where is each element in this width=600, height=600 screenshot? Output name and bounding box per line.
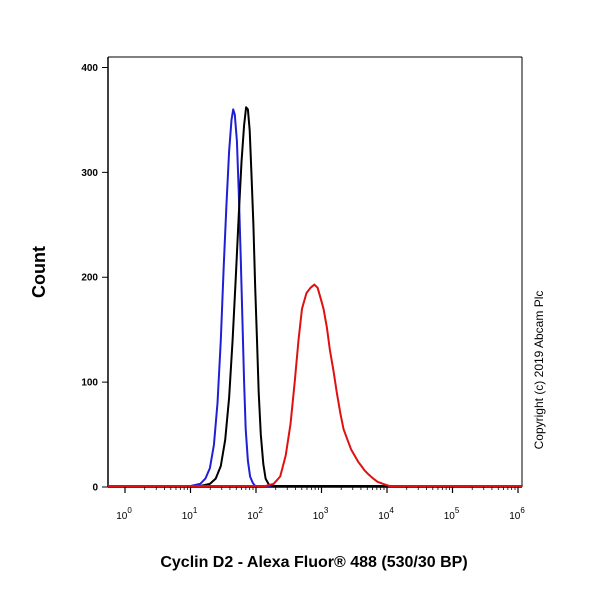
- copyright-annotation: Copyright (c) 2019 Abcam Plc: [532, 291, 546, 450]
- x-tick-label: 100: [116, 506, 132, 522]
- x-tick-base: 10: [378, 511, 390, 522]
- y-tick-label: 200: [81, 273, 98, 284]
- x-tick-label: 106: [509, 506, 525, 522]
- y-tick-label: 100: [81, 378, 98, 389]
- x-tick-exponent: 1: [193, 506, 198, 515]
- y-axis-ticks: 0 100 200 300 400: [81, 63, 108, 494]
- x-axis-title: Cyclin D2 - Alexa Fluor® 488 (530/30 BP): [160, 554, 467, 571]
- histogram-series: [108, 106, 522, 487]
- x-tick-exponent: 3: [324, 506, 329, 515]
- x-tick-exponent: 5: [455, 506, 460, 515]
- y-tick-label: 400: [81, 63, 98, 74]
- series-line-1: [108, 108, 522, 487]
- series-line-3: [108, 283, 522, 487]
- x-tick-base: 10: [116, 511, 128, 522]
- x-tick-label: 101: [182, 506, 198, 522]
- x-tick-exponent: 4: [389, 506, 394, 515]
- y-axis-title: Count: [29, 246, 49, 298]
- x-tick-label: 104: [378, 506, 394, 522]
- x-tick-exponent: 0: [127, 506, 132, 515]
- x-tick-exponent: 6: [520, 506, 525, 515]
- x-tick-exponent: 2: [258, 506, 263, 515]
- x-tick-base: 10: [313, 511, 325, 522]
- x-tick-base: 10: [182, 511, 194, 522]
- y-tick-label: 0: [92, 483, 98, 494]
- x-tick-base: 10: [444, 511, 456, 522]
- x-tick-label: 105: [444, 506, 460, 522]
- x-tick-base: 10: [247, 511, 259, 522]
- x-tick-base: 10: [509, 511, 521, 522]
- x-tick-label: 102: [247, 506, 263, 522]
- series-line-2: [108, 106, 522, 487]
- plot-area-frame: [107, 56, 523, 488]
- x-tick-label: 103: [313, 506, 329, 522]
- y-tick-label: 300: [81, 168, 98, 179]
